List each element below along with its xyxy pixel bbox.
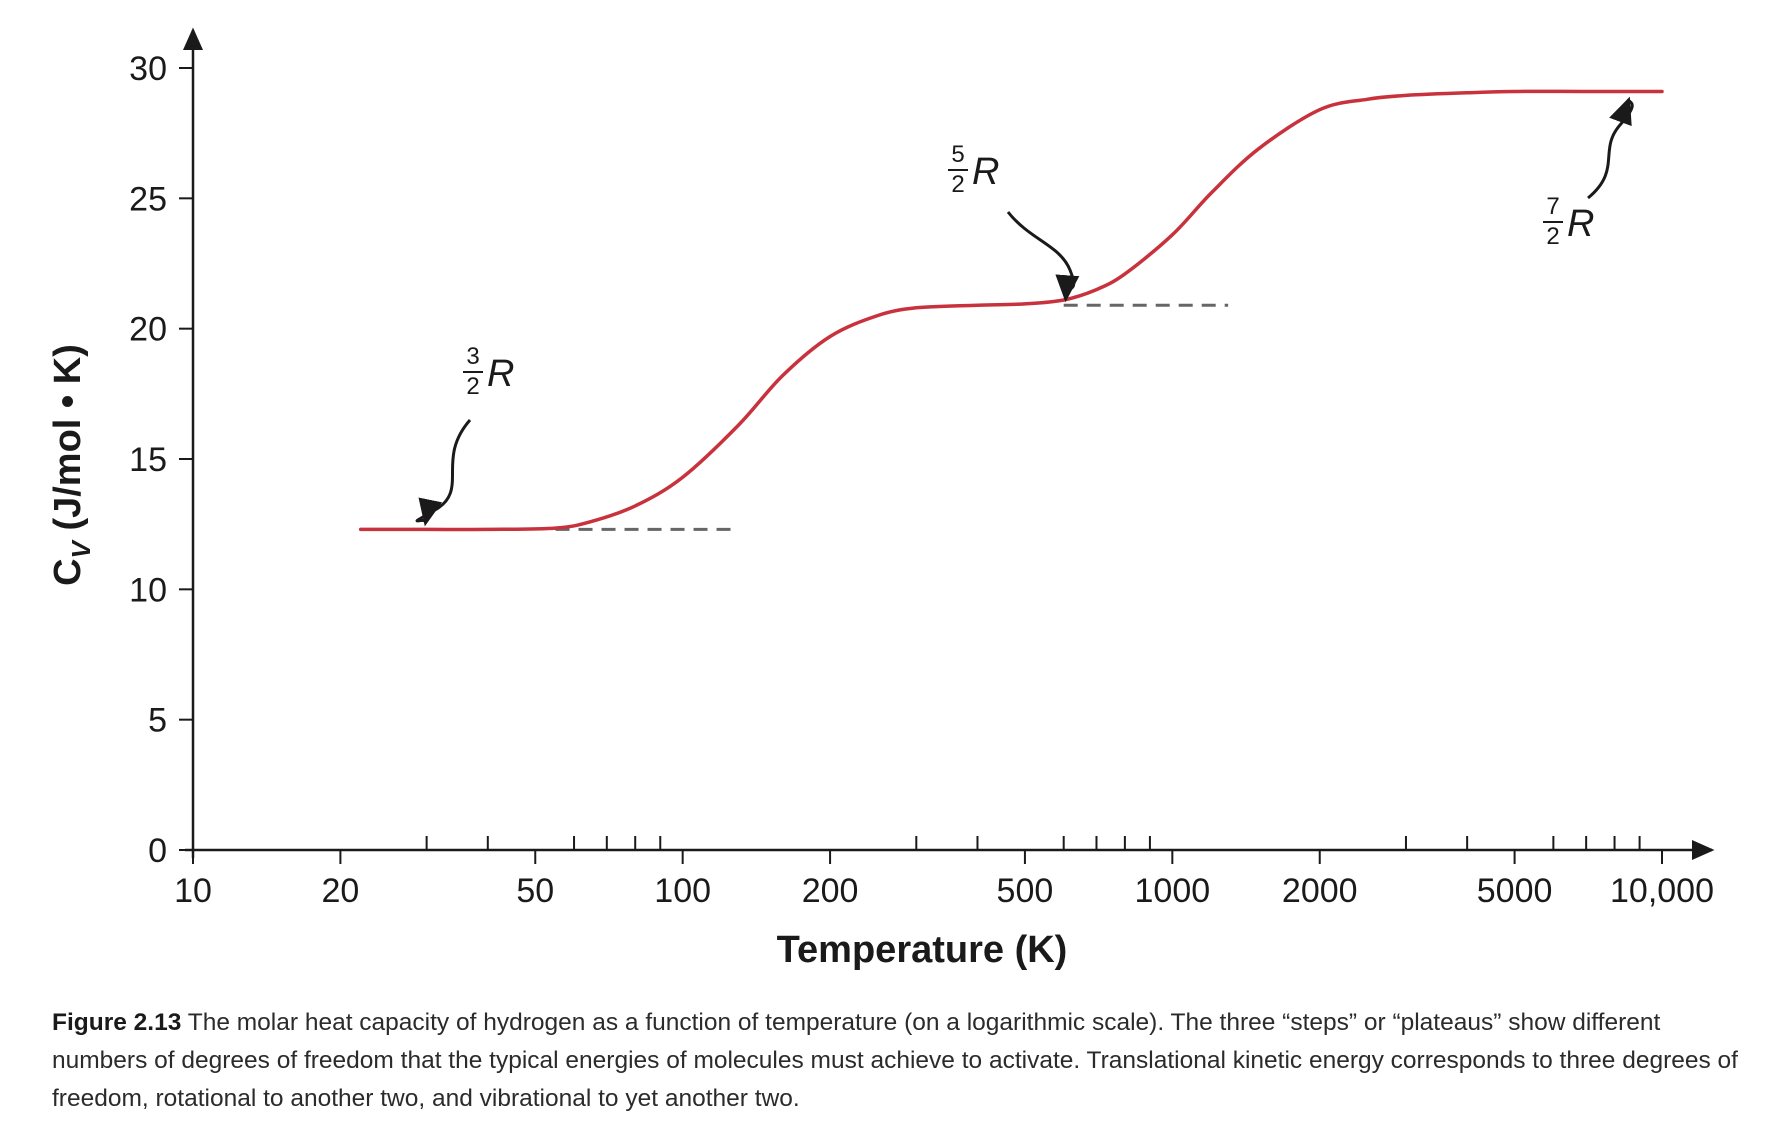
heat-capacity-curve	[358, 89, 1664, 532]
x-tick-label: 2000	[1282, 872, 1358, 910]
y-tick-label: 10	[129, 571, 167, 609]
x-axis-title: Temperature (K)	[777, 929, 1068, 971]
annotation-arrow	[415, 419, 472, 527]
gas-constant-symbol: R	[972, 151, 999, 193]
figure-caption: Figure 2.13 The molar heat capacity of h…	[52, 1004, 1742, 1118]
annotations: 32 R52 R72 R	[415, 96, 1634, 527]
y-tick-label: 30	[129, 50, 167, 88]
annotation-arrow	[1006, 211, 1080, 303]
x-tick-label: 500	[997, 872, 1054, 910]
fraction-r-annotation: 5 2 R	[948, 141, 1080, 303]
fraction-denominator: 2	[951, 171, 964, 198]
y-axis-title-rest: (J/mol • K)	[47, 344, 89, 541]
y-tick-label: 0	[148, 832, 167, 870]
data-series	[358, 89, 1664, 532]
fraction-r-annotation: 3 2 R	[415, 343, 514, 527]
fraction-numerator: 7	[1546, 193, 1559, 220]
axis-labels: Temperature (K) CV (J/mol • K)	[47, 344, 1067, 971]
y-axis-title-main: C	[47, 558, 89, 585]
x-tick-label: 20	[321, 872, 359, 910]
x-tick-label: 50	[516, 872, 554, 910]
y-tick-label: 20	[129, 311, 167, 349]
x-tick-label: 100	[654, 872, 711, 910]
fraction-numerator: 5	[951, 141, 964, 168]
reference-lines	[555, 303, 1229, 531]
y-tick-label: 5	[148, 702, 167, 740]
fraction-r-annotation: 7 2 R	[1543, 96, 1634, 250]
fraction-denominator: 2	[1546, 223, 1559, 250]
x-tick-label: 1000	[1135, 872, 1211, 910]
gas-constant-symbol: R	[487, 353, 514, 395]
figure-label: Figure 2.13	[52, 1009, 182, 1036]
x-tick-label: 10	[174, 872, 212, 910]
y-tick-label: 25	[129, 180, 167, 218]
fraction-denominator: 2	[466, 373, 479, 400]
caption-text: The molar heat capacity of hydrogen as a…	[52, 1009, 1738, 1112]
y-axis-title-sub: V	[66, 538, 96, 558]
y-tick-label: 15	[129, 441, 167, 479]
fraction-numerator: 3	[466, 343, 479, 370]
x-tick-label: 200	[802, 872, 859, 910]
gas-constant-symbol: R	[1567, 203, 1594, 245]
y-axis-title: CV (J/mol • K)	[47, 344, 96, 586]
annotation-arrow	[1587, 96, 1634, 200]
x-tick-label: 5000	[1477, 872, 1553, 910]
x-tick-label: 10,000	[1610, 872, 1714, 910]
